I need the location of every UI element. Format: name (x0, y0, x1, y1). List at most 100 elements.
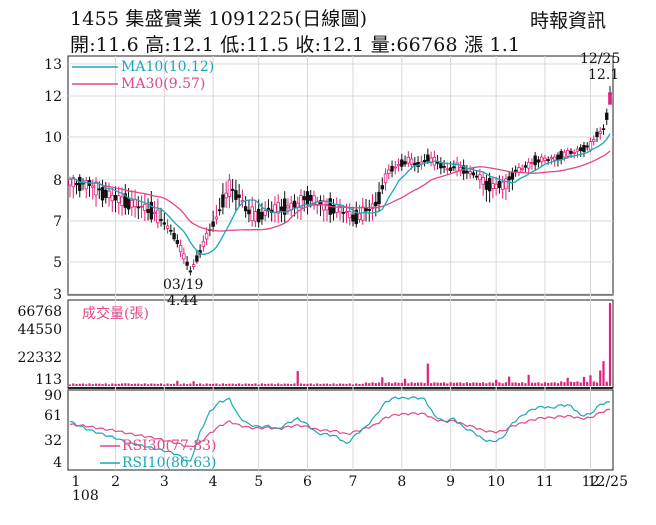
volume-bar (329, 384, 332, 386)
ma10-legend: MA10(10.12) (121, 59, 214, 75)
volume-bar (186, 384, 189, 386)
candle-body (68, 178, 72, 186)
candle-body (409, 158, 414, 165)
candle-body (406, 156, 411, 164)
candle-body (234, 190, 238, 200)
volume-bar (225, 384, 228, 386)
candle-body (149, 201, 154, 220)
x-tick-label: 8 (397, 474, 406, 490)
volume-bar (387, 382, 390, 386)
volume-tick-label: 113 (35, 372, 62, 388)
volume-bar (195, 384, 198, 386)
volume-bar (384, 382, 387, 386)
candle-body (175, 240, 180, 244)
candle-body (273, 204, 277, 214)
x-tick-label: 9 (446, 474, 455, 490)
candle-body (370, 203, 375, 209)
candle-body (367, 209, 371, 211)
volume-bar (521, 382, 524, 386)
volume-bar (589, 375, 592, 386)
candle-body (357, 213, 362, 220)
candle-body (276, 202, 280, 214)
candle-body (104, 189, 108, 198)
volume-bar (514, 382, 517, 386)
volume-bar (299, 383, 303, 386)
candle-body (354, 209, 358, 224)
candle-body (227, 179, 232, 197)
candle-body (282, 198, 287, 215)
candle-body (309, 194, 313, 201)
volume-bar (547, 382, 550, 386)
volume-bar (361, 383, 364, 386)
volume-bar (527, 374, 530, 386)
candle-body (247, 209, 251, 215)
candle-body (536, 159, 541, 163)
volume-bar (377, 382, 381, 386)
rsi-tick-label: 32 (44, 433, 62, 449)
candle-body (94, 181, 98, 196)
volume-bar (98, 383, 101, 386)
candle-body (595, 131, 599, 138)
candle-body (605, 112, 609, 120)
candle-body (146, 209, 150, 213)
volume-bar (137, 383, 140, 386)
volume-bar (439, 382, 442, 386)
volume-tick-label: 44550 (17, 322, 62, 338)
x-tick-label: 11 (536, 474, 554, 490)
volume-bar (416, 382, 420, 386)
volume-bar (260, 383, 264, 386)
candle-body (530, 162, 534, 164)
candle-body (344, 210, 349, 213)
volume-bar (446, 383, 449, 386)
candle-body (582, 145, 586, 152)
candle-body (224, 192, 228, 199)
volume-bar (234, 384, 238, 386)
rsi30-legend: RSI30(77.83) (122, 438, 216, 454)
volume-bar (602, 361, 605, 386)
candle-body (221, 194, 225, 208)
volume-bar (130, 384, 133, 386)
candle-body (474, 175, 479, 178)
ma30-legend: MA30(9.57) (121, 76, 205, 92)
candle-body (341, 212, 345, 214)
candle-body (383, 173, 388, 184)
candle-body (260, 212, 264, 220)
candle-body (351, 214, 355, 222)
candle-body (331, 205, 336, 214)
volume-bar (342, 383, 345, 386)
volume-bar (146, 384, 150, 386)
candle-body (566, 150, 570, 157)
candle-body (71, 177, 75, 188)
candle-body (191, 264, 196, 267)
volume-tick-label: 22332 (17, 350, 62, 366)
volume-bar (511, 382, 514, 386)
candle-body (598, 130, 602, 134)
candle-body (487, 177, 492, 192)
volume-bar (413, 382, 416, 386)
volume-bar (582, 376, 586, 386)
volume-bar (423, 383, 426, 386)
candle-body (442, 165, 446, 168)
candle-body (133, 199, 137, 208)
volume-bar (296, 371, 299, 386)
candle-body (484, 180, 489, 190)
candle-body (172, 233, 176, 240)
volume-bar (94, 383, 98, 386)
volume-bar (374, 383, 377, 386)
price-tick-label: 13 (44, 57, 62, 73)
candle-body (439, 163, 443, 169)
volume-bar (397, 382, 400, 386)
candle-body (169, 229, 173, 232)
candle-body (78, 176, 82, 191)
volume-bar (114, 383, 117, 386)
volume-bar (267, 383, 270, 386)
volume-tick-label: 66768 (17, 304, 62, 320)
volume-bar (101, 384, 104, 386)
volume-bar (508, 376, 511, 386)
candle-body (478, 174, 482, 181)
candle-body (374, 201, 378, 207)
candle-body (403, 161, 407, 165)
x-tick-label: 4 (209, 474, 218, 490)
rsi10-legend: RSI10(86.63) (122, 455, 216, 471)
candle-body (165, 225, 170, 229)
